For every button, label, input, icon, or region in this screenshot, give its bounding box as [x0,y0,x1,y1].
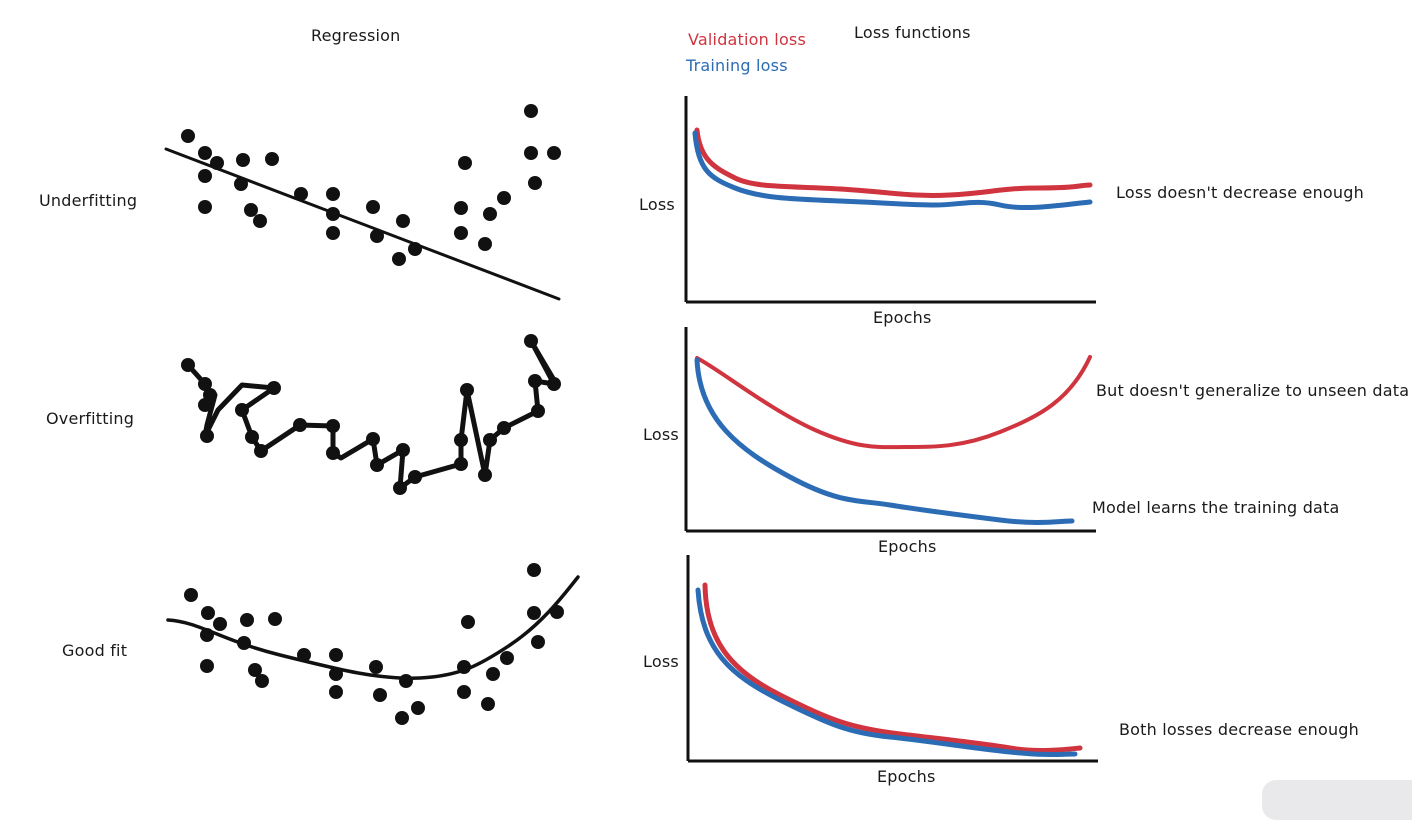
axes-overfitting [684,327,1096,533]
row-label-overfitting: Overfitting [46,409,135,428]
xlabel-underfitting: Epochs [873,308,932,327]
loss-functions-header: Loss functions [854,23,971,42]
underfitting-scatter [181,104,561,266]
corner-overlay [1262,780,1412,820]
overfit-training-curve [694,357,1075,525]
overfitting-scatter [181,334,561,495]
underfit-validation-curve [694,127,1093,198]
legend-validation-loss: Validation loss [688,30,806,49]
axes-goodfit [686,555,1098,763]
underfitting-fit-line [164,147,561,301]
goodfit-curve [166,575,580,681]
note-underfitting: Loss doesn't decrease enough [1116,183,1364,202]
goodfit-validation-curve [702,582,1083,753]
note-overfitting-learns: Model learns the training data [1092,498,1340,517]
ylabel-underfitting: Loss [639,195,675,214]
xlabel-goodfit: Epochs [877,767,936,786]
underfit-training-curve [692,130,1093,211]
axes-underfitting [684,96,1096,304]
note-overfitting-generalize: But doesn't generalize to unseen data [1096,381,1410,400]
ylabel-overfitting: Loss [643,425,679,444]
row-label-underfitting: Underfitting [39,191,138,210]
row-label-good-fit: Good fit [62,641,128,660]
xlabel-overfitting: Epochs [878,537,937,556]
diagram-canvas [164,96,1098,763]
legend-training-loss: Training loss [686,56,788,75]
overfit-validation-curve [695,355,1092,450]
goodfit-training-curve [695,587,1078,757]
ylabel-goodfit: Loss [643,652,679,671]
note-good-fit: Both losses decrease enough [1119,720,1359,739]
regression-header: Regression [311,26,401,45]
